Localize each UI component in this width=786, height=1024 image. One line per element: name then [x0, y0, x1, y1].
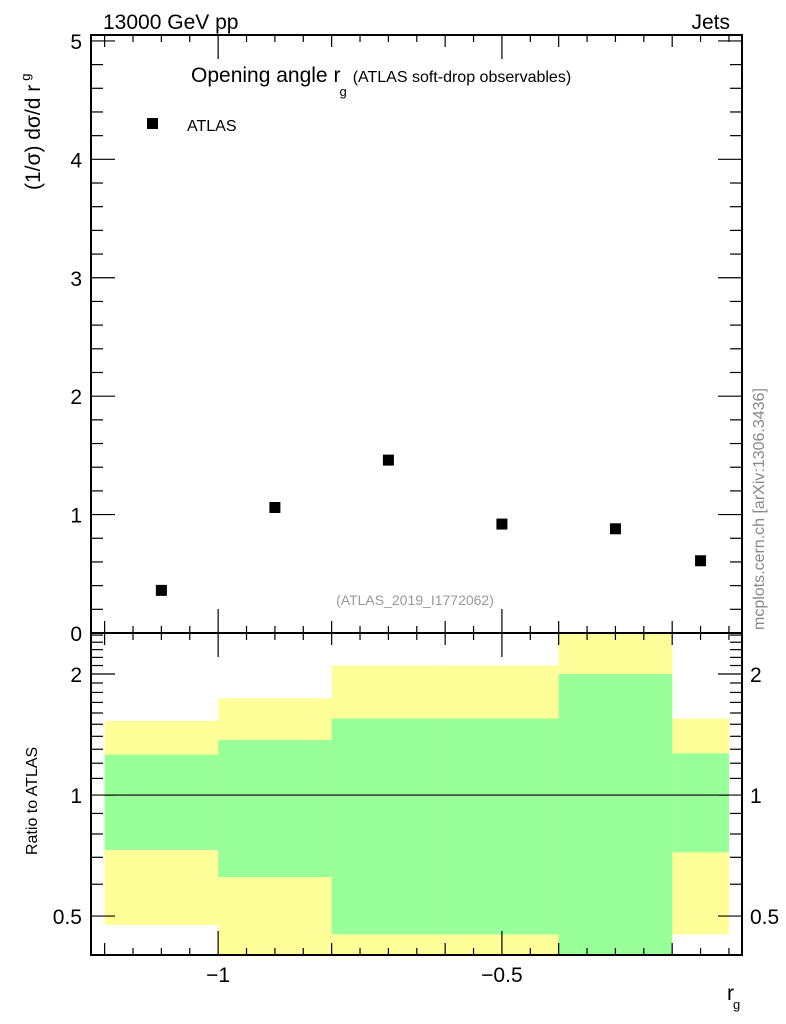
- top-y-tick-label: 0: [70, 623, 82, 646]
- top-y-tick-label: 5: [70, 31, 82, 54]
- top-y-axis-label: (1/σ) dσ/d r g: [18, 73, 45, 190]
- title-main: Opening angle r: [191, 64, 340, 87]
- side-label: mcplots.cern.ch [arXiv:1306.3436]: [751, 388, 768, 630]
- x-tick-label: −0.5: [481, 964, 522, 987]
- header-left: 13000 GeV pp: [103, 11, 238, 34]
- data-point: [496, 518, 508, 530]
- title-rest: (ATLAS soft-drop observables): [353, 69, 571, 86]
- top-y-tick-label: 2: [70, 386, 82, 409]
- data-point: [269, 501, 281, 513]
- xlabel-sub: g: [733, 997, 740, 1012]
- top-y-tick-label: 4: [70, 149, 82, 172]
- top-y-tick-label: 3: [70, 268, 82, 291]
- ratio-bands: [104, 633, 729, 955]
- band-stat-uncertainty-bin: [104, 754, 219, 850]
- analysis-annotation: (ATLAS_2019_I1772062): [336, 592, 494, 608]
- legend-marker-atlas: [147, 118, 158, 129]
- bottom-frame: [90, 632, 743, 956]
- band-stat-uncertainty-bin: [558, 674, 673, 955]
- band-stat-uncertainty-bin: [672, 753, 729, 853]
- ylabel-main: (1/σ) dσ/d r: [22, 85, 45, 190]
- title-sub: g: [339, 84, 346, 99]
- legend-label-atlas: ATLAS: [187, 118, 237, 135]
- ratio-y-tick-label-left: 0.5: [53, 906, 82, 929]
- tick-labels: −1 −0.5 0 1 2 3 4 5 0.5 0.5 1 1 2 2: [53, 31, 779, 987]
- header-right: Jets: [691, 11, 730, 34]
- bottom-y-axis-label: Ratio to ATLAS: [24, 747, 41, 855]
- x-tick-label: −1: [206, 964, 230, 987]
- axis-ticks: [91, 35, 742, 956]
- data-point: [382, 454, 394, 466]
- band-stat-uncertainty-bin: [331, 718, 446, 935]
- ratio-y-tick-label-left: 1: [70, 785, 82, 808]
- ratio-y-tick-label-right: 2: [750, 664, 762, 687]
- ratio-y-tick-label-right: 1: [750, 785, 762, 808]
- data-point: [695, 555, 707, 567]
- top-y-tick-label: 1: [70, 505, 82, 528]
- ratio-y-tick-label-left: 2: [70, 664, 82, 687]
- data-point: [155, 584, 167, 596]
- ratio-y-tick-label-right: 0.5: [750, 906, 779, 929]
- ylabel-sub: g: [18, 73, 33, 80]
- band-stat-uncertainty-bin: [445, 718, 559, 935]
- data-points: [155, 454, 707, 596]
- data-point: [609, 523, 621, 535]
- plot-title: Opening angle rg (ATLAS soft-drop observa…: [191, 64, 571, 99]
- xlabel-main: r: [727, 982, 734, 1005]
- band-stat-uncertainty-bin: [218, 740, 332, 878]
- x-axis-label: rg: [727, 982, 740, 1012]
